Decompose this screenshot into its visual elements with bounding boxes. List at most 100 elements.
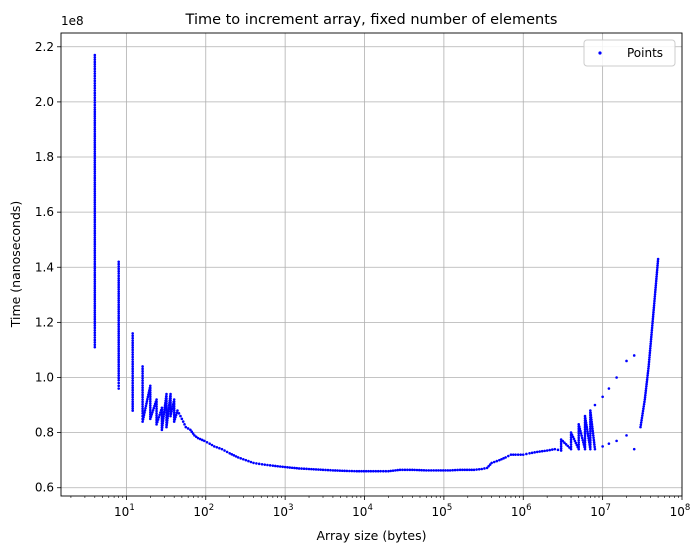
data-point: [117, 384, 120, 388]
data-point: [148, 388, 152, 392]
data-point: [577, 434, 581, 437]
data-point: [170, 407, 174, 411]
data-point: [654, 286, 657, 289]
data-point: [93, 302, 97, 305]
data-point: [93, 278, 97, 281]
data-point: [93, 170, 97, 173]
data-point: [575, 443, 579, 447]
x-tick-label: 101: [114, 503, 135, 519]
data-point: [161, 419, 165, 423]
data-point: [131, 372, 134, 375]
data-point: [169, 394, 172, 398]
data-point: [93, 62, 97, 66]
data-point: [93, 282, 97, 286]
data-point: [653, 297, 656, 301]
data-point: [583, 445, 587, 449]
data-point: [93, 240, 97, 244]
data-point: [644, 393, 647, 397]
data-point: [196, 436, 200, 440]
data-point: [93, 134, 97, 138]
data-point: [141, 402, 144, 406]
data-point: [362, 469, 366, 473]
data-point: [148, 410, 152, 414]
data-point: [117, 307, 120, 311]
data-point: [131, 407, 134, 410]
data-point: [396, 468, 399, 472]
data-point: [93, 79, 97, 83]
data-point: [173, 418, 177, 421]
data-point: [509, 453, 513, 456]
data-point: [533, 451, 536, 454]
data-point: [148, 391, 152, 394]
data-point: [93, 58, 97, 61]
data-point: [651, 319, 654, 323]
data-point: [141, 369, 144, 373]
data-point: [591, 431, 595, 435]
data-point: [158, 413, 161, 417]
data-point: [93, 125, 97, 129]
data-point: [653, 290, 657, 294]
data-point: [93, 94, 97, 97]
data-point: [589, 411, 592, 415]
data-point: [155, 409, 158, 413]
data-point: [511, 453, 515, 456]
data-point: [465, 468, 469, 472]
data-point: [585, 425, 589, 429]
data-point: [93, 196, 97, 200]
data-point: [93, 286, 97, 290]
data-point: [649, 335, 653, 339]
data-point: [93, 271, 97, 275]
data-point: [324, 468, 327, 472]
data-point: [117, 294, 120, 298]
data-point: [647, 362, 651, 366]
data-point: [607, 442, 611, 445]
data-point: [242, 457, 245, 461]
data-point: [434, 469, 438, 472]
data-point: [117, 318, 120, 322]
data-point: [297, 467, 301, 470]
data-point: [286, 465, 289, 469]
legend-label: Points: [627, 46, 663, 60]
data-point: [148, 399, 152, 403]
data-point: [651, 315, 655, 318]
data-point: [583, 443, 587, 447]
data-point: [93, 192, 97, 195]
data-point: [131, 388, 134, 392]
data-point: [148, 393, 152, 396]
data-point: [232, 454, 236, 457]
data-point: [577, 445, 581, 449]
data-point: [93, 65, 97, 68]
data-point: [131, 374, 134, 378]
data-point: [592, 436, 595, 440]
data-point: [169, 405, 172, 409]
data-point: [131, 365, 134, 368]
data-point: [117, 349, 120, 353]
data-point: [148, 404, 152, 407]
data-point: [255, 462, 258, 465]
data-point: [131, 400, 134, 404]
data-point: [183, 423, 186, 426]
data-point: [350, 469, 354, 473]
data-point: [577, 443, 581, 446]
data-point: [654, 288, 657, 292]
data-point: [93, 200, 97, 204]
data-point: [93, 185, 97, 189]
data-point: [448, 469, 452, 472]
data-point: [117, 343, 120, 346]
data-point: [260, 463, 264, 466]
data-point: [131, 336, 134, 340]
data-point: [580, 436, 584, 440]
data-point: [93, 242, 97, 246]
data-point: [117, 334, 120, 337]
data-point: [117, 327, 120, 331]
data-point: [175, 411, 179, 415]
data-point: [655, 277, 658, 281]
data-point: [519, 453, 522, 456]
data-point: [488, 463, 492, 466]
data-point: [160, 426, 164, 429]
data-point: [146, 395, 150, 399]
data-point: [236, 456, 240, 459]
data-point: [592, 441, 596, 444]
data-point: [93, 253, 97, 257]
data-point: [93, 211, 97, 215]
